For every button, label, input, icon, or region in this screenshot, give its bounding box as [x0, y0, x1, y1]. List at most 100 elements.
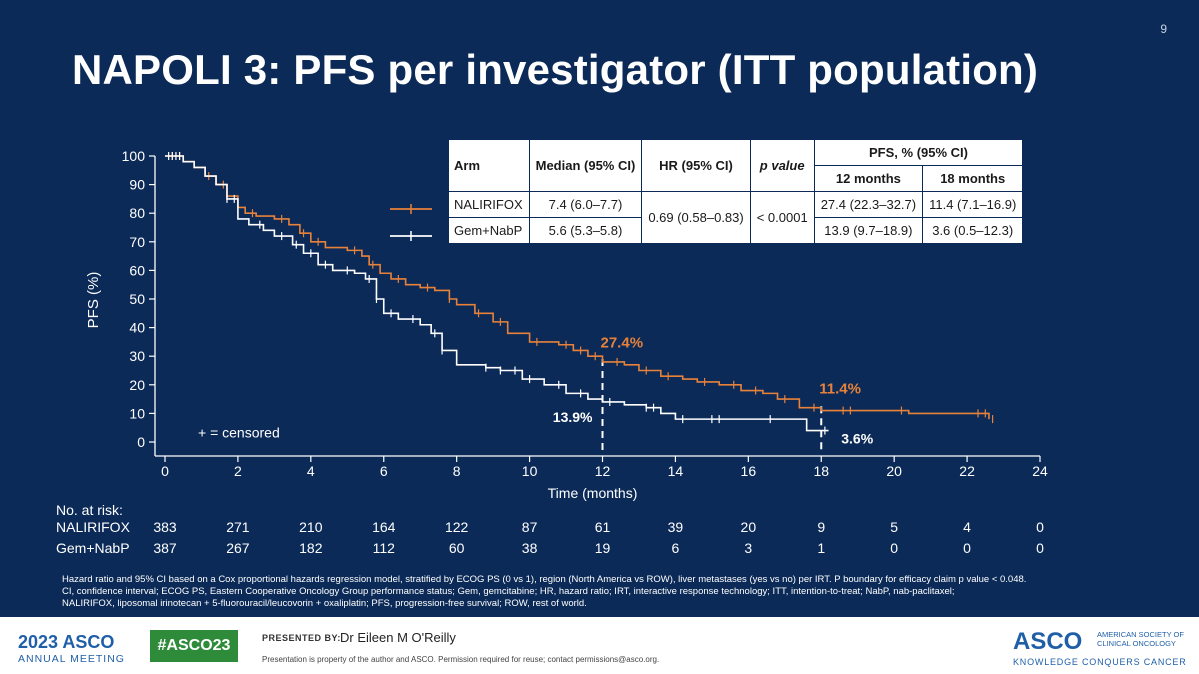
y-axis-label: PFS (%) — [85, 272, 102, 329]
x-tick-label: 10 — [522, 463, 538, 479]
asco-logo: ASCO — [1013, 628, 1083, 655]
y-tick-label: 40 — [129, 320, 145, 336]
risk-cell: 122 — [444, 519, 469, 535]
x-axis-label: Time (months) — [548, 485, 638, 501]
x-tick-label: 14 — [668, 463, 684, 479]
meeting-annual: ANNUAL MEETING — [18, 653, 125, 665]
y-tick-label: 100 — [122, 148, 146, 164]
y-tick-label: 20 — [129, 377, 145, 393]
y-tick-label: 50 — [129, 291, 145, 307]
risk-cell: 6 — [671, 540, 680, 556]
footnote: Hazard ratio and 95% CI based on a Cox p… — [62, 574, 1142, 610]
x-tick-label: 2 — [234, 463, 242, 479]
meeting-logo: 2023 ASCO — [18, 632, 114, 653]
y-tick-label: 70 — [129, 234, 145, 250]
row-nalirifox-arm: NALIRIFOX — [448, 191, 530, 218]
presented-by-label: PRESENTED BY: — [262, 633, 341, 643]
meeting-asco: ASCO — [62, 632, 115, 652]
censored-legend: + = censored — [198, 424, 280, 440]
label-nalirifox-18m: 11.4% — [819, 380, 861, 397]
x-tick-label: 20 — [886, 463, 902, 479]
risk-title: No. at risk: — [56, 502, 123, 518]
x-tick-label: 6 — [380, 463, 388, 479]
x-tick-label: 4 — [307, 463, 315, 479]
th-arm: Arm — [448, 139, 530, 192]
risk-cell: 267 — [226, 540, 250, 556]
risk-cell: 0 — [963, 540, 971, 556]
y-tick-label: 0 — [137, 434, 145, 450]
y-tick-label: 10 — [129, 405, 145, 421]
row-nalirifox-median: 7.4 (6.0–7.7) — [528, 191, 643, 218]
slide: 9 NAPOLI 3: PFS per investigator (ITT po… — [0, 0, 1199, 617]
risk-cell: 0 — [890, 540, 899, 556]
risk-cell: 0 — [1036, 540, 1044, 556]
risk-cell: 182 — [299, 540, 323, 556]
x-tick-label: 24 — [1032, 463, 1048, 479]
series-line-gemnabp — [165, 155, 829, 432]
footnote-line-3: NALIRIFOX, liposomal irinotecan + 5-fluo… — [62, 598, 587, 609]
risk-cell: 9 — [817, 519, 826, 535]
risk-cell: 0 — [1036, 519, 1044, 535]
y-tick-label: 80 — [129, 205, 145, 221]
y-tick-label: 60 — [129, 262, 145, 278]
risk-cell: 383 — [153, 519, 177, 535]
page-number: 9 — [1160, 22, 1167, 36]
footer: 2023 ASCO ANNUAL MEETING #ASCO23 PRESENT… — [0, 617, 1199, 674]
row-nalirifox-18m: 11.4 (7.1–16.9) — [922, 191, 1024, 218]
risk-row-label: Gem+NabP — [56, 540, 130, 556]
x-tick-label: 0 — [161, 463, 169, 479]
risk-cell: 271 — [226, 519, 250, 535]
th-p: p value — [749, 139, 815, 192]
presenter-name: Dr Eileen M O'Reilly — [340, 630, 456, 645]
x-tick-label: 18 — [813, 463, 829, 479]
risk-cell: 164 — [372, 519, 396, 535]
x-tick-label: 22 — [959, 463, 975, 479]
risk-cell: 39 — [667, 519, 684, 535]
meeting-year: 2023 — [18, 632, 59, 652]
risk-cell: 387 — [153, 540, 177, 556]
y-tick-label: 30 — [129, 348, 145, 364]
row-gemnabp-arm: Gem+NabP — [448, 217, 530, 244]
risk-cell: 210 — [299, 519, 323, 535]
risk-cell: 19 — [594, 540, 611, 556]
results-table: Arm Median (95% CI) HR (95% CI) p value … — [448, 139, 1024, 244]
risk-cell: 60 — [448, 540, 465, 556]
slide-title: NAPOLI 3: PFS per investigator (ITT popu… — [72, 46, 1039, 93]
risk-cell: 112 — [372, 540, 395, 556]
x-tick-label: 12 — [595, 463, 611, 479]
risk-cell: 4 — [963, 519, 971, 535]
km-chart: 0 2 4 6 8 10 12 14 16 18 20 22 240102030405060708090… — [85, 148, 1048, 501]
asco-tagline: KNOWLEDGE CONQUERS CANCER — [1013, 657, 1187, 667]
hr-value: 0.69 (0.58–0.83) — [641, 191, 751, 244]
row-nalirifox-12m: 27.4 (22.3–32.7) — [813, 191, 924, 218]
risk-cell: 5 — [890, 519, 899, 535]
th-12m: 12 months — [813, 165, 924, 192]
row-gemnabp-12m: 13.9 (9.7–18.9) — [813, 217, 924, 244]
label-nalirifox-12m: 27.4% — [601, 335, 644, 352]
footnote-line-2: CI, confidence interval; ECOG PS, Easter… — [62, 586, 955, 597]
th-hr: HR (95% CI) — [641, 139, 751, 192]
risk-cell: 3 — [744, 540, 753, 556]
label-gemnabp-12m: 13.9% — [553, 409, 593, 425]
row-gemnabp-median: 5.6 (5.3–5.8) — [528, 217, 643, 244]
series-line-nalirifox — [165, 155, 990, 420]
risk-cell: 20 — [740, 519, 757, 535]
hashtag-badge: #ASCO23 — [150, 630, 238, 662]
risk-row-label: NALIRIFOX — [56, 519, 130, 535]
th-18m: 18 months — [922, 165, 1024, 192]
x-tick-label: 8 — [453, 463, 461, 479]
p-value: < 0.0001 — [749, 191, 815, 244]
label-gemnabp-18m: 3.6% — [841, 430, 873, 446]
footnote-line-1: Hazard ratio and 95% CI based on a Cox p… — [62, 574, 1027, 585]
row-gemnabp-18m: 3.6 (0.5–12.3) — [922, 217, 1024, 244]
risk-cell: 61 — [594, 519, 611, 535]
disclaimer: Presentation is property of the author a… — [262, 655, 660, 664]
risk-cell: 1 — [817, 540, 826, 556]
risk-cell: 87 — [521, 519, 538, 535]
asco-org-name: AMERICAN SOCIETY OF CLINICAL ONCOLOGY — [1097, 630, 1184, 648]
risk-cell: 38 — [521, 540, 538, 556]
th-median: Median (95% CI) — [528, 139, 643, 192]
y-tick-label: 90 — [129, 177, 145, 193]
th-pfs: PFS, % (95% CI) — [813, 139, 1024, 166]
x-tick-label: 16 — [741, 463, 757, 479]
